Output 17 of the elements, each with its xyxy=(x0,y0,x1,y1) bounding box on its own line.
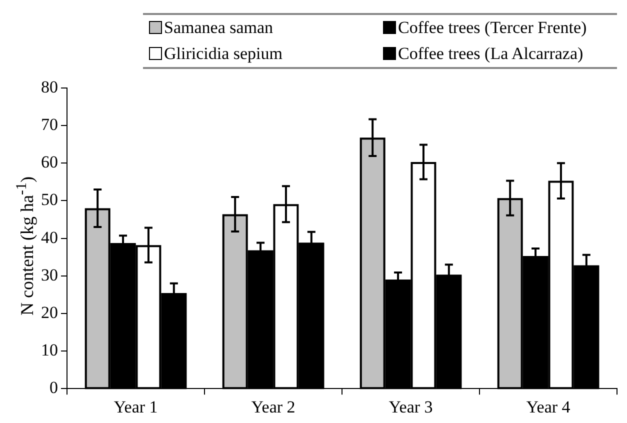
legend-label: Coffee trees (Tercer Frente) xyxy=(397,18,588,38)
y-tick-label: 10 xyxy=(41,340,58,360)
y-tick-label: 70 xyxy=(41,115,58,134)
legend-label: Gliricidia sepium xyxy=(163,44,284,64)
y-tick-label: 0 xyxy=(50,378,58,398)
y-tick-label: 30 xyxy=(41,265,58,284)
y-tick-label: 80 xyxy=(41,77,58,96)
x-tick-label: Year 4 xyxy=(526,397,571,416)
legend-label: Samanea saman xyxy=(163,18,274,38)
x-tick-label: Year 2 xyxy=(251,397,296,416)
y-tick-label: 60 xyxy=(41,152,58,172)
legend-label: Coffee trees (La Alcarraza) xyxy=(397,44,584,64)
y-tick-label: 20 xyxy=(41,302,58,322)
y-tick-label: 50 xyxy=(41,190,58,210)
x-tick-label: Year 1 xyxy=(114,397,158,416)
y-tick-label: 40 xyxy=(41,228,58,247)
x-tick-label: Year 3 xyxy=(388,397,433,416)
